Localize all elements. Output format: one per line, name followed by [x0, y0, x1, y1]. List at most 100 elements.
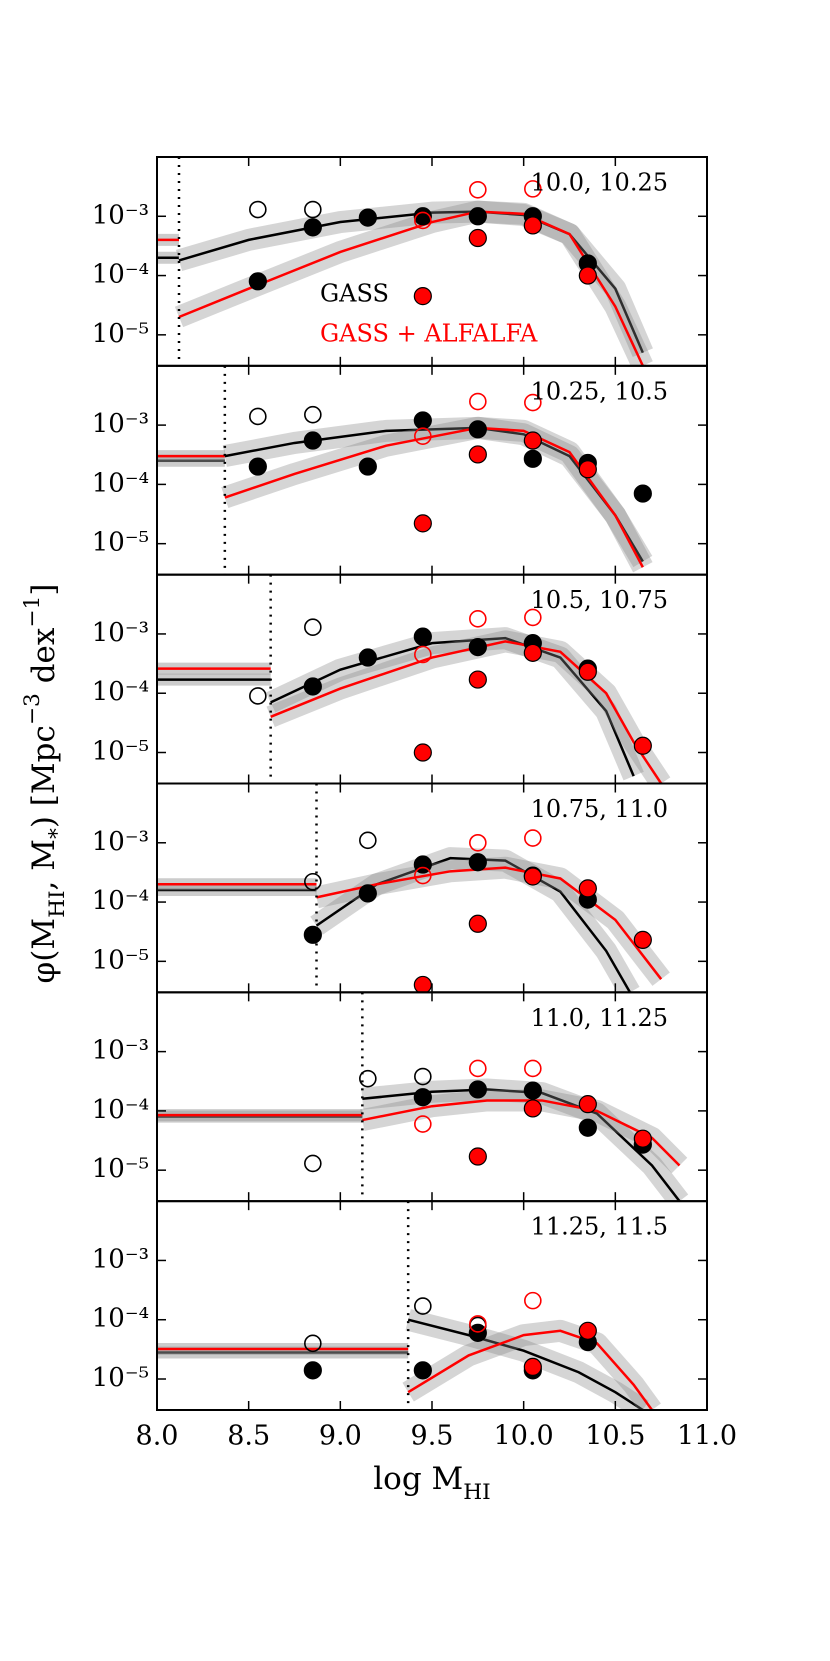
point-filled [523, 867, 542, 886]
y-tick-label: 10⁻³ [92, 1036, 149, 1066]
point-open [304, 618, 322, 636]
y-tick-label: 10⁻⁴ [92, 886, 149, 916]
point-filled [413, 514, 432, 533]
point-filled [303, 925, 322, 944]
axis-label-part: ] [26, 584, 62, 596]
axis-label-part: −1 [20, 596, 45, 628]
point-open [414, 645, 432, 664]
point-open [469, 1315, 487, 1333]
axis-label-part: , M [26, 839, 62, 890]
point-open [304, 405, 322, 424]
x-tick-label: 8.5 [227, 1421, 270, 1452]
point-filled [468, 914, 487, 933]
axis-label-part: log M [373, 1461, 463, 1497]
point-open [304, 200, 322, 219]
y-tick-label: 10⁻³ [92, 200, 149, 230]
point-open [304, 1154, 322, 1173]
y-tick-label: 10⁻⁴ [92, 260, 149, 290]
point-filled [523, 216, 542, 235]
point-open [414, 1297, 432, 1315]
axis-label-part: φ(M [26, 918, 62, 984]
x-tick-label: 11.0 [677, 1421, 737, 1452]
point-open [359, 1069, 377, 1088]
fit-line [407, 1318, 644, 1410]
panel-label: 10.5, 10.75 [531, 586, 668, 614]
y-tick-label: 10⁻⁵ [92, 1154, 149, 1184]
point-filled [248, 457, 267, 476]
point-open [304, 872, 322, 891]
point-filled [413, 975, 432, 993]
y-tick-label: 10⁻⁴ [92, 1095, 149, 1125]
axis-label-part: dex [26, 627, 62, 693]
legend-label: GASS [320, 280, 389, 308]
point-open [524, 608, 542, 627]
panel [157, 992, 689, 1202]
point-filled [358, 884, 377, 903]
point-filled [633, 484, 652, 503]
point-open [249, 407, 267, 426]
point-filled [468, 853, 487, 872]
axis-label: log MHI [373, 1461, 491, 1505]
axis-label: φ(MHI, M*) [Mpc−3 dex−1] [20, 584, 70, 984]
fit-line [316, 866, 663, 980]
y-tick-label: 10⁻⁴ [92, 677, 149, 707]
point-filled [248, 272, 267, 291]
point-filled [358, 457, 377, 476]
point-filled [303, 218, 322, 237]
y-tick-label: 10⁻³ [92, 827, 149, 857]
point-filled [578, 879, 597, 898]
fit-line [407, 1329, 654, 1410]
fit-line [270, 636, 635, 777]
y-tick-label: 10⁻⁵ [92, 737, 149, 767]
y-tick-label: 10⁻³ [92, 1244, 149, 1274]
panel-label: 10.0, 10.25 [531, 169, 668, 197]
point-open [524, 1059, 542, 1078]
point-filled [578, 266, 597, 285]
point-filled [413, 287, 432, 306]
fit-line [224, 426, 644, 568]
point-filled [468, 420, 487, 439]
panel-label: 10.25, 10.5 [531, 377, 668, 405]
point-open [249, 200, 267, 219]
axis-label-part: ) [Mpc [26, 725, 62, 828]
point-filled [468, 670, 487, 689]
point-open [359, 831, 377, 850]
point-filled [578, 460, 597, 479]
point-filled [413, 627, 432, 646]
point-open [469, 392, 487, 411]
point-filled [523, 1357, 542, 1377]
legend-label: GASS + ALFALFA [320, 320, 538, 348]
point-open [524, 1291, 542, 1310]
point-open [414, 866, 432, 885]
point-filled [523, 643, 542, 662]
point-filled [468, 228, 487, 248]
point-filled [633, 930, 652, 949]
point-filled [413, 743, 432, 762]
point-filled [468, 1147, 487, 1166]
point-filled [523, 1099, 542, 1118]
axis-label-part: HI [463, 1480, 490, 1505]
point-filled [468, 1080, 487, 1099]
point-open [524, 829, 542, 847]
point-filled [523, 431, 542, 450]
y-tick-label: 10⁻⁵ [92, 528, 149, 558]
point-open [304, 1334, 322, 1353]
y-tick-label: 10⁻⁴ [92, 1304, 149, 1334]
point-open [524, 180, 542, 198]
point-filled [633, 1129, 652, 1148]
panel-label: 11.25, 11.5 [531, 1213, 668, 1241]
x-tick-label: 9.0 [319, 1421, 362, 1452]
point-filled [578, 1321, 597, 1340]
y-tick-label: 10⁻⁵ [92, 1363, 149, 1393]
x-tick-label: 9.5 [411, 1421, 454, 1452]
point-filled [358, 208, 377, 227]
axis-label-part: * [45, 828, 70, 839]
point-open [414, 427, 432, 446]
y-tick-label: 10⁻³ [92, 618, 149, 648]
point-filled [468, 637, 487, 657]
y-tick-label: 10⁻³ [92, 409, 149, 439]
fit-line [362, 1099, 681, 1167]
point-filled [413, 207, 432, 226]
point-filled [633, 736, 652, 755]
axis-label-part: −3 [20, 693, 45, 725]
